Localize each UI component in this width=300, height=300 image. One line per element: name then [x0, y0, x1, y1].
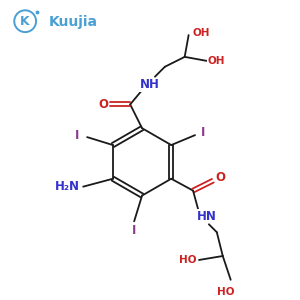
Text: Kuujia: Kuujia — [49, 15, 98, 29]
Text: O: O — [216, 171, 226, 184]
Text: HO: HO — [217, 287, 235, 297]
Text: OH: OH — [208, 56, 225, 66]
Text: OH: OH — [193, 28, 210, 38]
Text: K: K — [20, 15, 30, 28]
Text: HO: HO — [179, 255, 197, 265]
Text: O: O — [98, 98, 108, 111]
Text: HN: HN — [197, 210, 217, 223]
Text: H₂N: H₂N — [55, 180, 80, 193]
Text: I: I — [75, 129, 80, 142]
Text: I: I — [201, 126, 205, 139]
Text: NH: NH — [140, 78, 160, 91]
Text: I: I — [132, 224, 136, 237]
